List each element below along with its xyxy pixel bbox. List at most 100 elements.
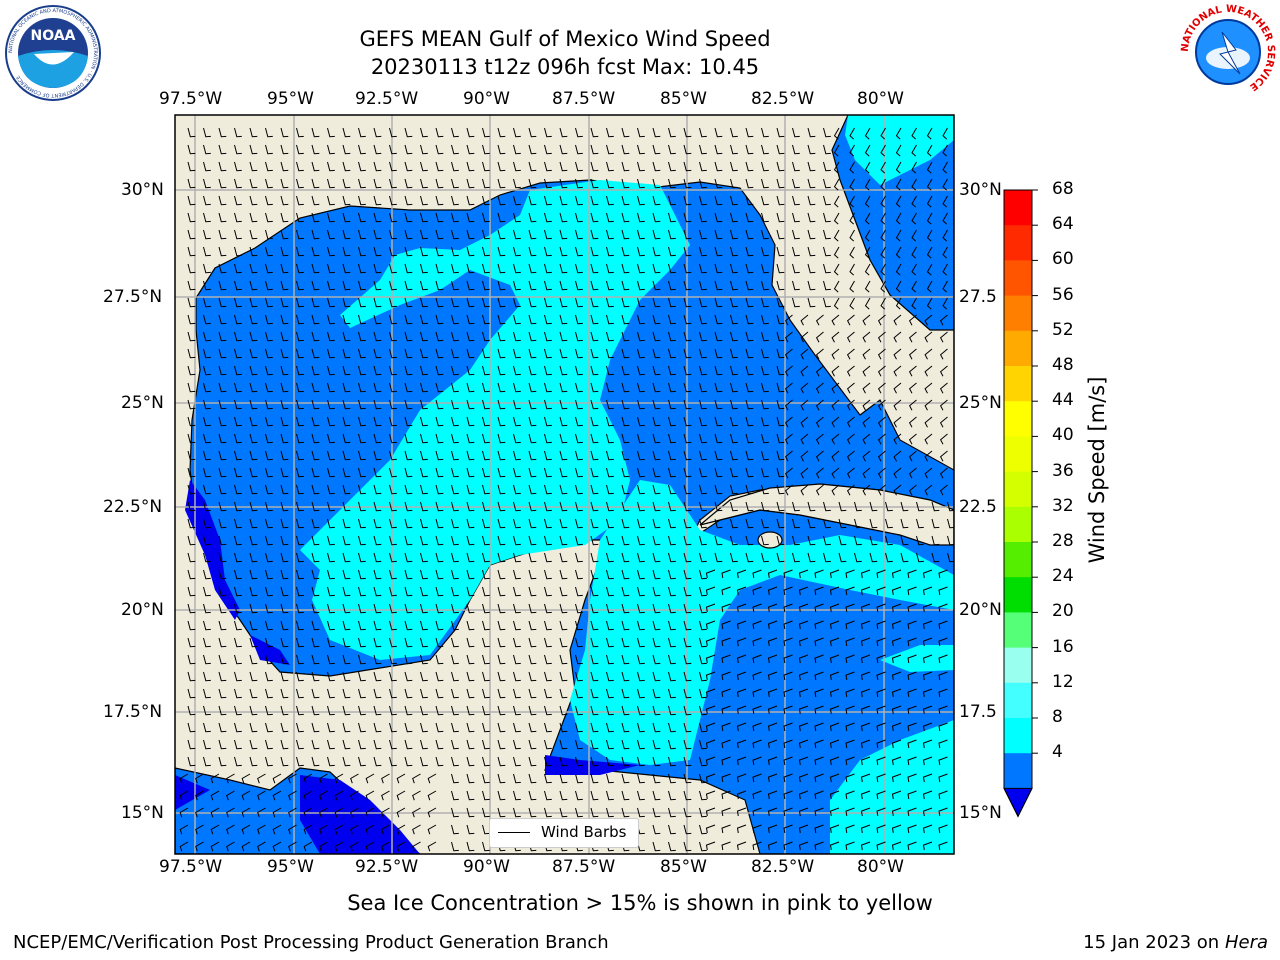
wind-barb (373, 688, 382, 699)
wind-barb (203, 552, 211, 563)
wind-barb (373, 246, 382, 257)
wind-barb (829, 603, 840, 613)
wind-barb (606, 331, 614, 342)
wind-barb (497, 297, 506, 308)
wind-barb (187, 416, 196, 427)
wind-barb (265, 348, 273, 359)
wind-barb (296, 127, 304, 138)
wind-barb (249, 535, 258, 546)
wind-barb (862, 348, 871, 360)
wind-barb (939, 450, 948, 462)
wind-barb (435, 756, 444, 767)
wind-barb (908, 348, 917, 360)
wind-barb (776, 382, 785, 393)
lat-label: 20°N (121, 600, 164, 620)
wind-barb (849, 127, 855, 140)
wind-barb (497, 348, 506, 359)
wind-barb (895, 280, 902, 293)
wind-barb (699, 212, 707, 223)
colorbar-tick-label: 4 (1052, 742, 1063, 763)
chart-title: GEFS MEAN Gulf of Mexico Wind Speed (359, 27, 771, 51)
wind-barb (342, 535, 351, 546)
wind-barb (327, 739, 335, 750)
wind-barb (815, 399, 824, 411)
wind-barb (373, 280, 382, 291)
colorbar-segment (1004, 506, 1032, 543)
wind-barb (862, 433, 871, 445)
wind-barb (187, 297, 196, 308)
wind-barb (234, 450, 242, 461)
wind-barb (513, 433, 521, 444)
wind-barb (575, 263, 583, 274)
wind-barb (683, 212, 692, 223)
wind-barb (420, 637, 428, 648)
wind-barb (575, 739, 583, 750)
wind-barb (482, 399, 490, 410)
wind-barb (877, 484, 886, 496)
wind-barb (218, 331, 227, 342)
wind-barb (699, 620, 707, 631)
wind-barb (880, 280, 886, 293)
wind-barb (311, 637, 320, 648)
wind-barb (699, 841, 707, 852)
wind-barb (862, 365, 871, 377)
wind-barb (234, 297, 242, 308)
wind-barb (497, 586, 506, 597)
wind-barb (311, 331, 320, 342)
wind-barb (621, 161, 630, 172)
wind-barb (876, 671, 886, 681)
wind-barb (590, 722, 599, 733)
wind-barb (559, 484, 568, 495)
wind-barb (752, 688, 762, 698)
wind-barb (745, 467, 754, 478)
wind-barb (721, 756, 731, 766)
wind-barb (234, 161, 242, 172)
wind-barb (869, 518, 878, 529)
wind-barb (668, 790, 676, 801)
wind-barb (404, 739, 413, 750)
wind-barb (389, 637, 397, 648)
wind-barb (637, 569, 645, 580)
wind-barb (767, 654, 778, 664)
wind-barb (699, 705, 707, 716)
wind-barb (823, 280, 831, 291)
wind-barb (296, 671, 304, 682)
lon-label: 87.5°W (552, 89, 616, 109)
wind-barb (389, 348, 397, 359)
colorbar-tick-label: 52 (1052, 319, 1074, 340)
wind-barb (590, 297, 599, 308)
wind-barb (798, 637, 809, 647)
wind-barb (482, 756, 490, 767)
wind-barb (730, 365, 738, 376)
wind-barb (621, 246, 630, 257)
wind-barb (404, 484, 413, 495)
wind-barb (652, 841, 661, 852)
wind-barb (342, 671, 351, 682)
wind-barb (876, 722, 886, 732)
wind-barb (784, 484, 793, 496)
wind-barb (435, 535, 444, 546)
wind-barb (482, 807, 490, 818)
wind-barb (831, 382, 840, 394)
legend-line-swatch (498, 832, 530, 833)
wind-barb (736, 739, 747, 749)
wind-barb (327, 688, 335, 699)
caribbean-cyan-band (880, 645, 954, 672)
wind-barb (288, 824, 297, 835)
wind-barb (466, 790, 475, 801)
wind-barb (342, 688, 351, 699)
wind-barb (908, 450, 917, 462)
wind-barb (544, 280, 552, 291)
lat-label: 27.5°N (103, 287, 163, 307)
wind-barb (860, 637, 871, 647)
wind-barb (265, 314, 273, 325)
wind-barb (938, 790, 948, 800)
wind-barb (327, 297, 335, 308)
wind-barb (792, 535, 800, 546)
wind-barb (272, 824, 282, 835)
wind-barb (876, 603, 886, 613)
wind-barb (683, 501, 692, 512)
wind-barb (745, 552, 754, 563)
wind-barb (451, 654, 459, 665)
wind-barb (420, 161, 428, 172)
